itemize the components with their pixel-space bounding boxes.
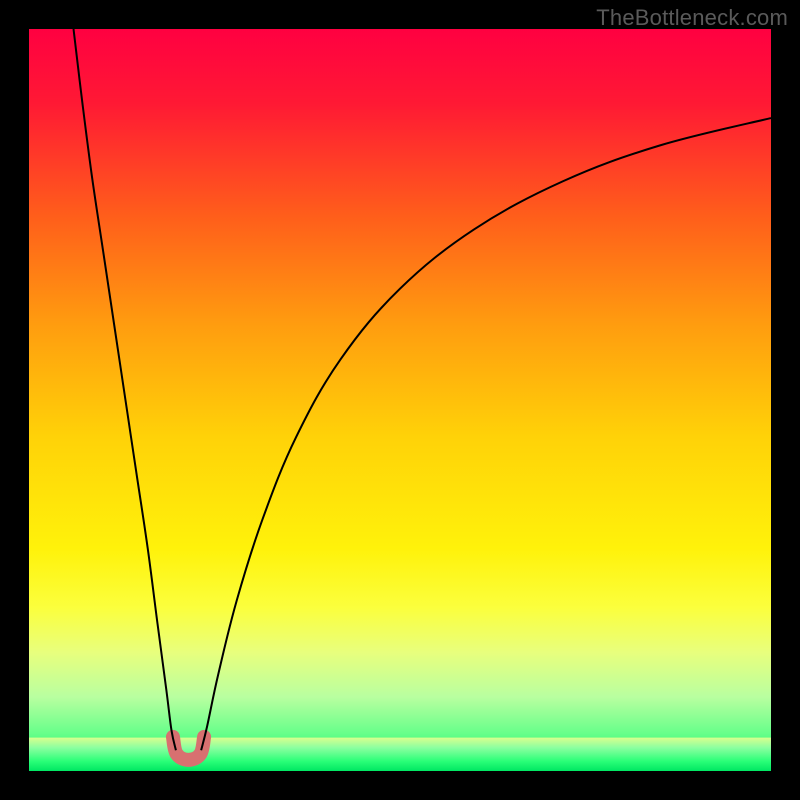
chart-svg — [0, 0, 800, 800]
bottom-green-band — [29, 738, 771, 771]
chart-root: TheBottleneck.com — [0, 0, 800, 800]
watermark-text: TheBottleneck.com — [596, 5, 788, 31]
gradient-background — [29, 29, 771, 771]
